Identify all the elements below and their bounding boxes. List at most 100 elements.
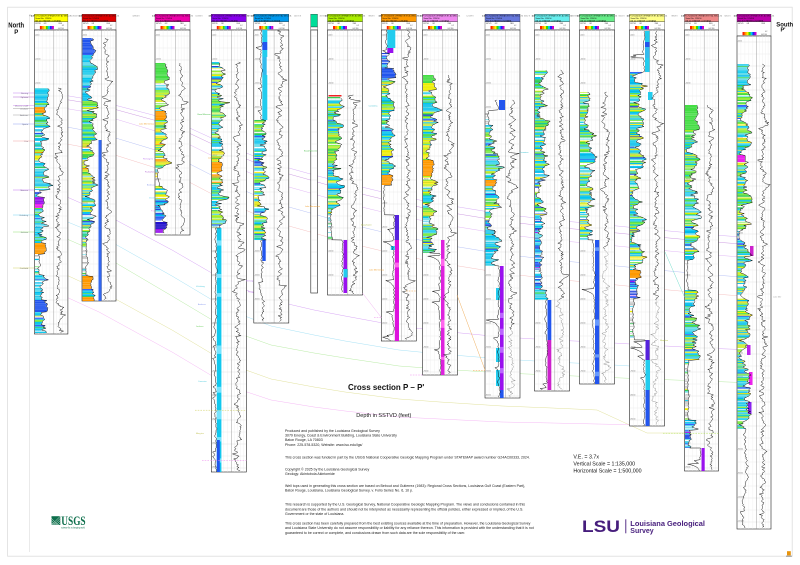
svg-text:Sparta: Sparta xyxy=(22,123,29,126)
svg-text:-45000: -45000 xyxy=(738,233,743,235)
svg-text:KB: 45 ft PARISH LOUISIANA: KB: 45 ft PARISH LOUISIANA xyxy=(581,19,607,22)
svg-text:Lake Mermentau: Lake Mermentau xyxy=(208,157,223,160)
svg-text:GR: GR xyxy=(337,23,340,25)
svg-text:LSU: LSU xyxy=(582,518,620,536)
svg-text:Jackson: Jackson xyxy=(196,326,203,328)
svg-text:-40000: -40000 xyxy=(83,203,88,205)
svg-text:-5000: -5000 xyxy=(83,35,87,37)
svg-text:■ API 1712345678 OPERATOR ET A: ■ API 1712345678 OPERATOR ET AL WELL #1 xyxy=(31,14,71,17)
svg-text:Miocene undiff: Miocene undiff xyxy=(15,105,28,107)
svg-text:-50000: -50000 xyxy=(83,251,88,253)
svg-text:RES: RES xyxy=(510,23,514,25)
svg-text:3281 ft: 3281 ft xyxy=(247,14,254,17)
svg-text:■ API 1712345678 OPERATOR ET A: ■ API 1712345678 OPERATOR ET AL WELL #1 xyxy=(379,14,419,17)
svg-text:Frio: Frio xyxy=(151,211,155,213)
svg-text:-5000: -5000 xyxy=(486,35,490,37)
svg-text:-50000: -50000 xyxy=(212,251,217,253)
svg-text:0.02 200: 0.02 200 xyxy=(655,28,661,30)
svg-text:KB: 45 ft PARISH LOUISIANA: KB: 45 ft PARISH LOUISIANA xyxy=(686,19,712,22)
svg-text:RES: RES xyxy=(353,23,357,25)
svg-text:■ API 1712345678 OPERATOR ET A: ■ API 1712345678 OPERATOR ET AL WELL #1 xyxy=(577,14,617,17)
svg-text:0.02 200: 0.02 200 xyxy=(180,28,186,30)
svg-text:SSTVD: SSTVD xyxy=(685,23,691,25)
svg-text:-5000: -5000 xyxy=(535,35,539,37)
svg-text:RES: RES xyxy=(709,23,713,25)
svg-text:-70000: -70000 xyxy=(630,347,635,349)
svg-text:Fleming: Fleming xyxy=(21,93,28,95)
svg-text:-55000: -55000 xyxy=(212,275,217,277)
svg-text:-70000: -70000 xyxy=(423,347,428,349)
svg-text:-65000: -65000 xyxy=(382,323,387,325)
svg-text:-10000: -10000 xyxy=(486,59,491,61)
svg-text:0.2: 0.2 xyxy=(62,25,64,27)
svg-text:-90000: -90000 xyxy=(738,449,743,451)
svg-text:Camerina: Camerina xyxy=(369,106,379,108)
svg-text:-75000: -75000 xyxy=(630,371,635,373)
svg-text:-25000: -25000 xyxy=(738,137,743,139)
svg-text:0.02 200: 0.02 200 xyxy=(236,28,242,30)
svg-text:-70000: -70000 xyxy=(580,347,585,349)
svg-text:Serial No. 123456: Serial No. 123456 xyxy=(486,18,503,20)
svg-text:KB: 45 ft PARISH LOUISIANA: KB: 45 ft PARISH LOUISIANA xyxy=(536,19,562,22)
svg-text:Copyright © 2025 by the Louisi: Copyright © 2025 by the Louisiana Geolog… xyxy=(285,467,369,471)
svg-text:-75000: -75000 xyxy=(580,371,585,373)
svg-text:RES: RES xyxy=(237,23,241,25)
svg-text:SSTVD: SSTVD xyxy=(580,23,586,25)
svg-text:-50000: -50000 xyxy=(328,251,333,253)
svg-text:KB: 45 ft PARISH LOUISIANA: KB: 45 ft PARISH LOUISIANA xyxy=(486,19,512,22)
svg-text:Cockfield: Cockfield xyxy=(20,268,28,270)
svg-text:-15000: -15000 xyxy=(35,83,40,85)
svg-text:-15000: -15000 xyxy=(486,83,491,85)
svg-text:KB: 45 ft PARISH LOUISIANA: KB: 45 ft PARISH LOUISIANA xyxy=(156,19,182,22)
svg-text:13565 ft: 13565 ft xyxy=(71,14,79,17)
svg-text:GR: GR xyxy=(589,23,592,25)
svg-text:RES: RES xyxy=(762,23,766,25)
svg-text:Serial No. 123456: Serial No. 123456 xyxy=(581,18,598,20)
svg-text:-5000: -5000 xyxy=(35,35,39,37)
svg-text:Lake Mermentau: Lake Mermentau xyxy=(305,205,320,208)
svg-text:GR: GR xyxy=(92,23,95,25)
svg-text:0.02 200: 0.02 200 xyxy=(761,34,767,36)
svg-text:0.02 200: 0.02 200 xyxy=(560,28,566,30)
svg-text:3079 Energy, Coast & Environme: 3079 Energy, Coast & Environment Buildin… xyxy=(285,434,397,438)
svg-text:GR: GR xyxy=(639,23,642,25)
svg-text:Produced and published by the: Produced and published by the Louisiana … xyxy=(285,429,380,433)
svg-text:Fq marker: Fq marker xyxy=(145,172,154,174)
svg-text:Miocene: Miocene xyxy=(20,190,28,192)
svg-text:SSTVD: SSTVD xyxy=(156,23,162,25)
svg-text:Camerina: Camerina xyxy=(198,381,208,383)
svg-text:10333 ft: 10333 ft xyxy=(195,14,203,17)
svg-text:Louisiana Geological: Louisiana Geological xyxy=(630,521,705,528)
svg-text:■ API 1712345678 OPERATOR ET A: ■ API 1712345678 OPERATOR ET AL WELL #1 xyxy=(79,14,119,17)
svg-text:-15000: -15000 xyxy=(580,83,585,85)
svg-text:-75000: -75000 xyxy=(486,371,491,373)
svg-text:10170 ft: 10170 ft xyxy=(294,14,302,17)
svg-text:Serial No. 123456: Serial No. 123456 xyxy=(329,18,346,20)
svg-text:Fleming: Fleming xyxy=(246,281,253,283)
svg-text:-90000: -90000 xyxy=(212,443,217,445)
svg-text:Marg tex: Marg tex xyxy=(196,432,204,435)
svg-text:GR: GR xyxy=(747,23,750,25)
svg-text:-35000: -35000 xyxy=(423,179,428,181)
svg-text:-55000: -55000 xyxy=(423,275,428,277)
svg-text:-75000: -75000 xyxy=(212,371,217,373)
svg-text:-95000: -95000 xyxy=(738,473,743,475)
svg-text:0.2: 0.2 xyxy=(564,25,566,27)
svg-text:8858 ft: 8858 ft xyxy=(671,14,678,17)
svg-text:-10000: -10000 xyxy=(382,59,387,61)
svg-text:■ API 1712345678 OPERATOR ET A: ■ API 1712345678 OPERATOR ET AL WELL #1 xyxy=(209,14,249,17)
svg-text:-70000: -70000 xyxy=(212,347,217,349)
svg-text:-55000: -55000 xyxy=(382,275,387,277)
svg-text:Baton Rouge, Louisiana, Louisi: Baton Rouge, Louisiana, Louisiana Geolog… xyxy=(285,489,413,493)
svg-text:Horizontal Scale = 1:500,000: Horizontal Scale = 1:500,000 xyxy=(573,468,641,474)
svg-text:Survey: Survey xyxy=(630,528,653,535)
svg-text:0.02 200: 0.02 200 xyxy=(58,28,64,30)
svg-text:GR: GR xyxy=(165,23,168,25)
svg-text:Anahuac: Anahuac xyxy=(147,184,155,187)
svg-text:GR: GR xyxy=(432,23,435,25)
svg-text:-50000: -50000 xyxy=(382,251,387,253)
svg-text:GR: GR xyxy=(544,23,547,25)
svg-text:■ API 1712345678 OPERATOR ET A: ■ API 1712345678 OPERATOR ET AL WELL #1 xyxy=(152,14,192,17)
svg-text:Lake Mermentau: Lake Mermentau xyxy=(369,269,384,272)
svg-text:0.02 200: 0.02 200 xyxy=(279,28,285,30)
